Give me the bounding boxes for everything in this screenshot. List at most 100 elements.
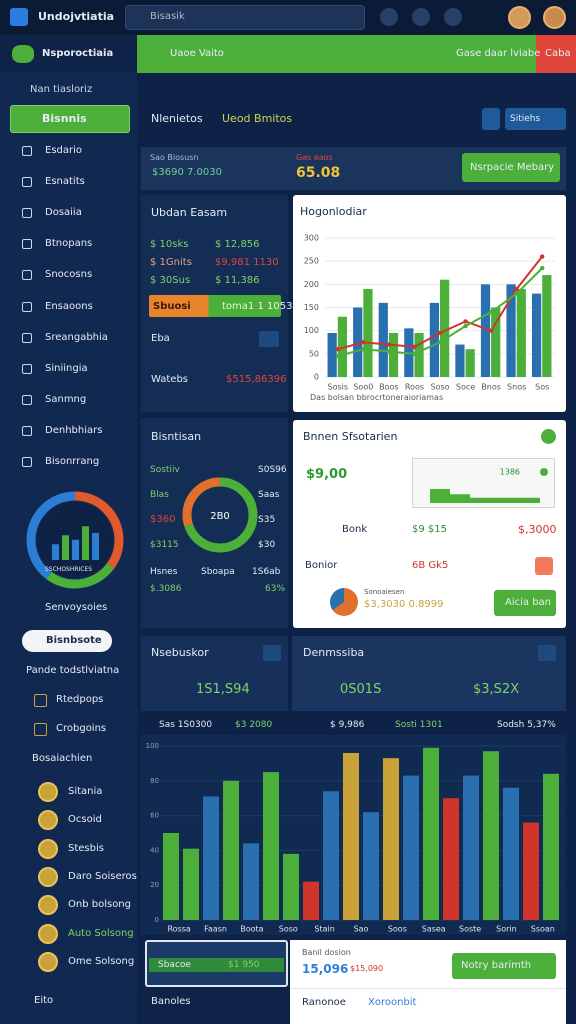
x-tick-label: Sosis [328, 383, 349, 392]
bar-value: toma1 1 1053 [222, 301, 293, 312]
panel-title: Bisntisan [151, 430, 202, 443]
donut-label: $30 [258, 540, 276, 550]
point [514, 291, 519, 296]
donut-segment [26, 491, 124, 589]
point [386, 349, 392, 354]
x-tick-label: Soo0 [353, 383, 373, 392]
x-tick-label: Boos [379, 383, 398, 392]
row-label: Watebs [151, 374, 189, 385]
nav-icon [22, 425, 32, 436]
coin-icon [38, 810, 58, 831]
coin-name: Auto Solsong [68, 927, 134, 939]
pill[interactable] [22, 630, 112, 652]
footer-value: $15,090 [350, 964, 384, 973]
icon-button[interactable] [263, 645, 281, 661]
nav-icon [22, 239, 32, 250]
bar [414, 332, 424, 377]
gauge-bar [52, 544, 59, 560]
point [540, 265, 545, 271]
nav-icon [22, 301, 32, 312]
logo[interactable] [10, 8, 28, 26]
bar [223, 780, 239, 920]
detail-label: Bonior [305, 560, 338, 571]
button-label: Notry barimth [461, 960, 532, 971]
icon-button[interactable] [444, 8, 462, 26]
gauge-bar [72, 539, 79, 560]
search-box[interactable] [125, 5, 365, 30]
x-tick-label: Soso [430, 383, 449, 392]
bar [363, 288, 373, 377]
y-tick-label: 40 [150, 846, 159, 854]
bar [403, 775, 419, 920]
nav-icon [22, 177, 32, 188]
x-tick-label: Soos [388, 925, 407, 934]
banner-badge[interactable] [536, 35, 576, 73]
icon-button[interactable] [259, 331, 279, 347]
y-tick-label: 100 [146, 742, 159, 750]
row-value: $ 11,386 [215, 275, 260, 286]
stat-row: Sas 1S0300 [159, 720, 213, 730]
nav-item: Sreangabhia [45, 331, 108, 343]
bar [303, 881, 319, 920]
detail-value: $9 $15 [412, 524, 447, 535]
x-tick-label: Stain [314, 925, 334, 934]
donut-segment [26, 491, 124, 589]
nav-icon [22, 363, 32, 374]
dropdown[interactable] [505, 108, 566, 130]
icon-button[interactable] [535, 557, 553, 575]
nav-icon [22, 208, 32, 219]
summary-button[interactable] [462, 153, 560, 182]
donut-label: Blas [150, 490, 169, 500]
stat-row: Sosti 1301 [395, 720, 443, 730]
avatar[interactable] [543, 6, 566, 29]
nav-icon [22, 146, 32, 156]
point [488, 328, 494, 333]
x-tick-label: Boota [240, 925, 263, 934]
icon-button[interactable] [412, 8, 430, 26]
sidebar-item: Crobgoins [56, 723, 107, 734]
icon-button[interactable] [380, 8, 398, 26]
y-tick-label: 250 [304, 257, 319, 266]
gauge-bar [92, 533, 99, 560]
donut-label: $3115 [150, 540, 179, 550]
coin-icon [38, 923, 58, 944]
bar [443, 798, 459, 920]
detail-button[interactable] [494, 590, 556, 616]
pill-label: Bisnbsote [46, 635, 102, 646]
bar [483, 751, 499, 920]
x-tick-label: Sorin [496, 925, 517, 934]
point [361, 347, 366, 352]
avatar[interactable] [508, 6, 531, 29]
mini-chart: 1386 [412, 458, 555, 508]
toolbar-tab: Ueod Bmitos [222, 112, 293, 125]
icon-button[interactable] [538, 645, 556, 661]
banner-link: Gase daar lviabe [456, 48, 541, 59]
nav-item-active: Bisnnis [42, 112, 87, 125]
group-icon [34, 694, 47, 707]
mid-panel [141, 418, 288, 628]
footer-button[interactable] [452, 953, 556, 979]
point [361, 340, 366, 345]
brand: Nsporoctiaia [42, 48, 114, 59]
stat-value: 1S1,S94 [196, 682, 250, 697]
x-tick-label: Ssoan [531, 925, 555, 934]
chat-icon[interactable] [541, 429, 556, 444]
bar [506, 284, 516, 377]
summary-label: Sao Biosusn [150, 153, 199, 162]
point [412, 351, 417, 357]
icon-button[interactable] [482, 108, 500, 130]
detail-label: Sonoaiesen [364, 588, 405, 596]
point [488, 309, 494, 315]
bar [323, 791, 339, 920]
x-tick-label: Soso [279, 925, 298, 934]
gauge-label: SSCHOSHRICES [45, 566, 93, 573]
nav-active[interactable] [10, 105, 130, 133]
detail-value: $,3000 [518, 523, 557, 536]
stat-row: Sodsh 5,37% [497, 720, 556, 730]
row-value: $515,86396 [226, 374, 287, 385]
bar [203, 796, 219, 920]
donut-label: $360 [150, 514, 176, 525]
coin-name: Stesbis [68, 842, 104, 854]
detail-value: 6B Gk5 [412, 560, 449, 571]
y-tick-label: 150 [304, 303, 319, 312]
